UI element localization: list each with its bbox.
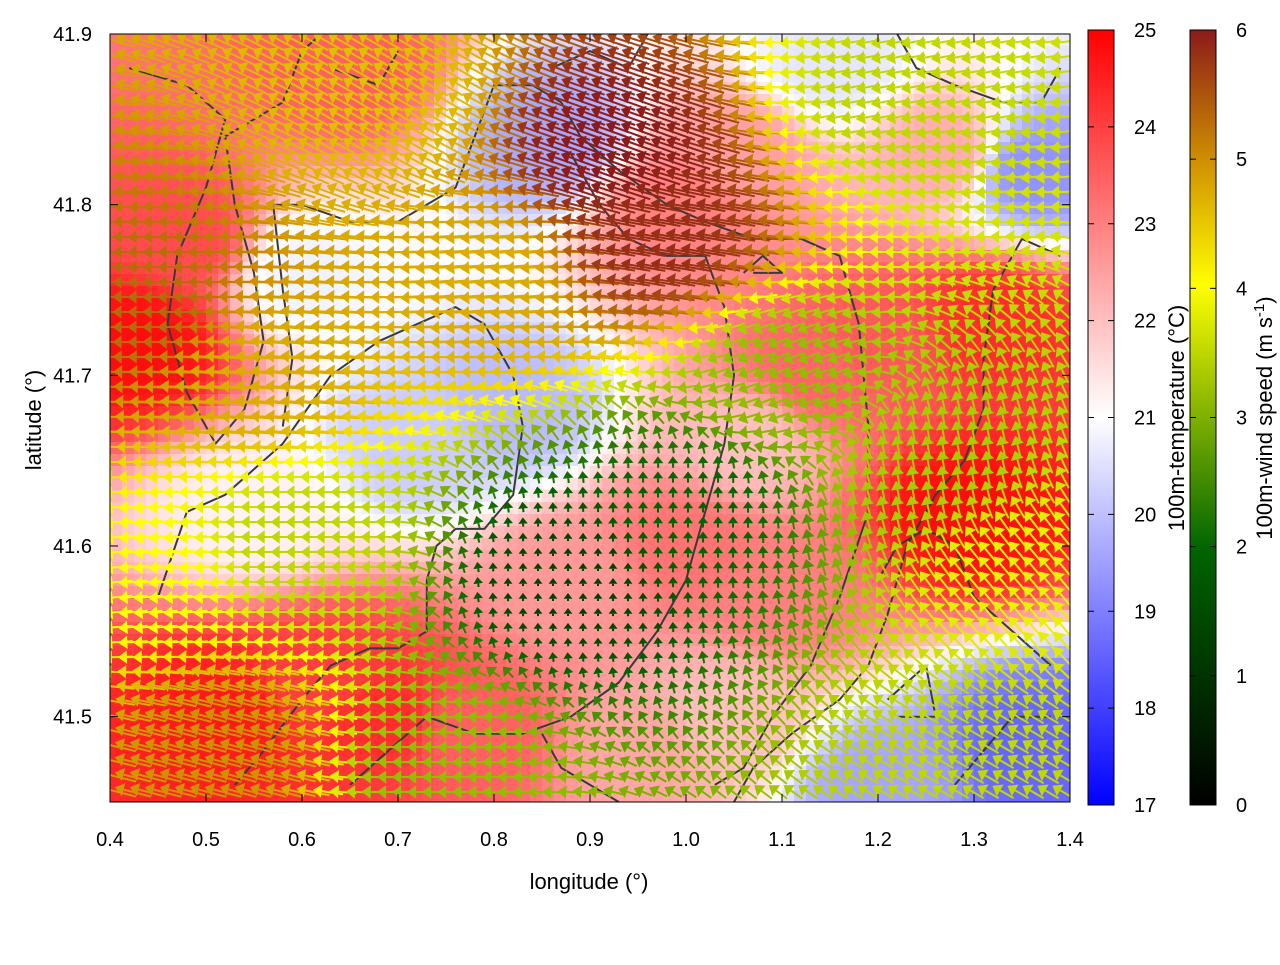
- temperature-cell: [554, 526, 567, 539]
- temperature-cell: [650, 478, 663, 491]
- temperature-cell: [494, 598, 507, 611]
- temperature-cell: [818, 58, 831, 71]
- temperature-cell: [278, 538, 291, 551]
- temperature-cell: [614, 634, 627, 647]
- temperature-cell: [734, 538, 747, 551]
- temperature-cell: [506, 718, 519, 731]
- temperature-cell: [542, 238, 555, 251]
- temperature-cell: [338, 478, 351, 491]
- temperature-cell: [674, 514, 687, 527]
- temperature-cell: [674, 574, 687, 587]
- temperature-cell: [518, 598, 531, 611]
- temperature-cell: [1058, 178, 1070, 191]
- temperature-cell: [554, 586, 567, 599]
- temperature-cell: [554, 514, 567, 527]
- temperature-cell: [1058, 58, 1070, 71]
- temperature-cell: [590, 478, 603, 491]
- temperature-cell: [590, 598, 603, 611]
- plot-area: 0.4 0.5 0.6 0.7 0.8 0.9 1.0 1.1 1.2 1.3 1.441.541.…: [53, 24, 1084, 851]
- temperature-cell: [1058, 214, 1070, 227]
- temperature-cell: [938, 58, 951, 71]
- temperature-cell: [614, 478, 627, 491]
- temperature-cell: [554, 574, 567, 587]
- temperature-cell: [578, 658, 591, 671]
- temperature-cell: [578, 598, 591, 611]
- temperature-cell: [674, 478, 687, 491]
- temperature-cell: [338, 538, 351, 551]
- temperature-cell: [242, 298, 255, 311]
- temperature-cell: [638, 598, 651, 611]
- temperature-cell: [554, 538, 567, 551]
- temperature-cell: [650, 598, 663, 611]
- temperature-cell: [770, 118, 783, 131]
- temperature-cell: [554, 478, 567, 491]
- temperature-cell: [554, 634, 567, 647]
- temperature-cell: [1058, 238, 1070, 251]
- temperature-cell: [614, 658, 627, 671]
- temperature-cell: [830, 238, 843, 251]
- temperature-cell: [614, 514, 627, 527]
- temperature-cell: [722, 58, 735, 71]
- temperature-cell: [218, 538, 231, 551]
- temperature-cell: [674, 538, 687, 551]
- temperature-cell: [1058, 118, 1070, 131]
- temperature-cell: [614, 586, 627, 599]
- temperature-cell: [590, 538, 603, 551]
- temperature-cell: [530, 574, 543, 587]
- temperature-cell: [1058, 46, 1070, 59]
- temperature-cell: [998, 58, 1011, 71]
- temperature-cell: [734, 598, 747, 611]
- temperature-cell: [614, 574, 627, 587]
- temperature-cell: [1058, 34, 1070, 47]
- temperature-cell: [758, 58, 771, 71]
- temperature-cell: [734, 478, 747, 491]
- temperature-cell: [578, 538, 591, 551]
- temperature-cell: [590, 574, 603, 587]
- temperature-cell: [614, 598, 627, 611]
- temperature-cell: [938, 238, 951, 251]
- temperature-cell: [530, 538, 543, 551]
- temperature-cell: [530, 598, 543, 611]
- temperature-cell: [878, 58, 891, 71]
- temperature-cell: [770, 46, 783, 59]
- temperature-cell: [554, 658, 567, 671]
- temperature-cell: [614, 538, 627, 551]
- temperature-cell: [494, 538, 507, 551]
- temperature-cell: [494, 574, 507, 587]
- temperature-cell: [674, 658, 687, 671]
- temperature-cell: [338, 598, 351, 611]
- temperature-cell: [650, 538, 663, 551]
- temperature-cell: [554, 598, 567, 611]
- temperature-cell: [674, 634, 687, 647]
- temperature-cell: [278, 598, 291, 611]
- temperature-cell: [518, 538, 531, 551]
- temperature-cell: [710, 538, 723, 551]
- temperature-cell: [278, 478, 291, 491]
- temperature-cell: [770, 58, 783, 71]
- temperature-cell: [1058, 202, 1070, 215]
